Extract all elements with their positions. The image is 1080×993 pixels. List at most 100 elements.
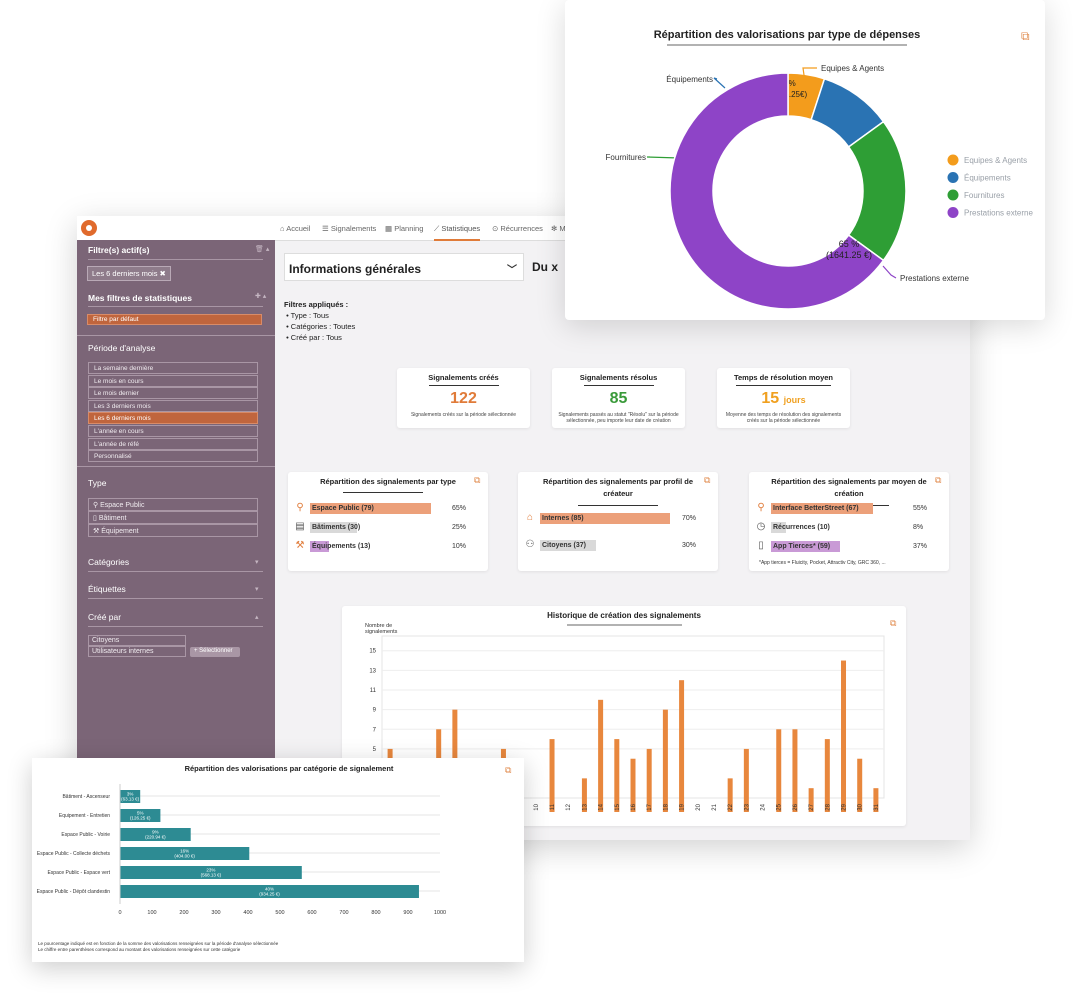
x-tick-label: 28 — [825, 803, 831, 810]
stat-row: ◷ Récurrences (10) 8% — [755, 521, 943, 535]
x-tick-label: 13 — [582, 803, 588, 810]
nav-more[interactable]: ✻ M — [551, 224, 566, 233]
bar-value: (220.94 €) — [145, 835, 166, 840]
created-by-item[interactable]: Citoyens — [88, 635, 186, 646]
x-tick-label: 600 — [307, 910, 316, 916]
period-option[interactable]: Le mois en cours — [88, 374, 258, 387]
kpi-value: 122 — [450, 390, 477, 407]
add-filter-icon[interactable]: ✚ ▴ — [255, 293, 267, 300]
type-item-equipement[interactable]: ⚒ Équipement — [88, 524, 258, 537]
legend-label: Équipements — [964, 174, 1011, 183]
x-tick-label: 15 — [615, 803, 621, 810]
bar-value: (934.25 €) — [259, 892, 280, 897]
app-logo[interactable] — [81, 220, 97, 236]
x-tick-label: 29 — [842, 803, 848, 810]
chart-title: Répartition des valorisations par type d… — [654, 29, 921, 41]
nav-planning[interactable]: ▦ Planning — [385, 224, 423, 233]
period-option[interactable]: La semaine dernière — [88, 362, 258, 374]
building-icon: ▤ — [295, 521, 305, 532]
x-tick-label: 26 — [793, 803, 799, 810]
nav-recurrences[interactable]: ⊙ Récurrences — [492, 224, 543, 233]
date-range-label: Du x — [532, 260, 559, 274]
kpi-title: Signalements résolus — [579, 373, 658, 382]
slice-value: (1641.25 €) — [826, 250, 872, 260]
panel-by-means: Répartition des signalements par moyen d… — [749, 472, 949, 571]
period-option[interactable]: Les 6 derniers mois — [88, 412, 258, 425]
stat-row: ▯ App Tierces* (59) 37% — [755, 540, 943, 554]
x-tick-label: 14 — [599, 803, 605, 810]
history-bar — [776, 729, 782, 812]
active-filter-chip[interactable]: Les 6 derniers mois ✖ — [87, 266, 171, 281]
period-option[interactable]: Le mois dernier — [88, 387, 258, 400]
copy-icon[interactable]: ⧉ — [704, 475, 711, 485]
home-icon: ⌂ — [280, 224, 285, 233]
info-select[interactable]: Informations générales ﹀ — [284, 253, 524, 281]
x-tick-label: 0 — [118, 910, 121, 916]
category-bar — [120, 847, 250, 860]
chevron-up-icon[interactable]: ▴ — [255, 614, 259, 621]
stat-label: App Tierces* (59) — [773, 543, 831, 550]
nav-accueil[interactable]: ⌂ Accueil — [280, 224, 310, 233]
filter-sidebar: Filtre(s) actif(s) 🗑 ▴ Les 6 derniers mo… — [77, 216, 275, 840]
period-option[interactable]: L'année de réfé — [88, 437, 258, 450]
nav-label: M — [559, 224, 566, 233]
divider — [77, 335, 275, 336]
bank-icon: ⌂ — [526, 512, 534, 523]
copy-icon[interactable]: ⧉ — [935, 475, 942, 485]
legend-marker — [947, 154, 959, 166]
category-valuation-card: Répartition des valorisations par catégo… — [32, 758, 524, 962]
period-option[interactable]: L'année en cours — [88, 425, 258, 437]
default-filter-item[interactable]: Filtre par défaut — [87, 314, 262, 325]
created-by-item[interactable]: Utilisateurs internes — [88, 646, 186, 657]
bar-value: (568.13 €) — [201, 873, 222, 878]
nav-label: Planning — [394, 224, 424, 233]
kpi-description: Signalements passés au statut "Résolu" s… — [558, 412, 679, 424]
divider — [77, 466, 275, 467]
stat-percent: 8% — [913, 524, 924, 531]
kpi-value: 15 — [761, 390, 780, 407]
bar-percent: 23% — [206, 868, 215, 873]
chip-label: Les 6 derniers mois — [92, 269, 158, 278]
leader-line — [802, 67, 817, 83]
panel-title: Répartition des signalements par type — [320, 477, 456, 486]
nav-statistiques[interactable]: ⟋ Statistiques — [434, 224, 481, 241]
copy-icon: ⧉ — [890, 618, 897, 628]
stat-percent: 10% — [452, 543, 467, 550]
chevron-down-icon[interactable]: ▾ — [255, 559, 259, 566]
legend-marker — [947, 172, 959, 183]
stat-percent: 70% — [682, 515, 697, 522]
nav-label: Signalements — [330, 224, 377, 233]
nav-signalements[interactable]: ☰ Signalements — [322, 224, 376, 233]
history-bar — [662, 709, 668, 812]
leader-line — [646, 156, 680, 159]
category-label: Espace Public - Dépôt clandestin — [37, 889, 111, 895]
type-item-batiment[interactable]: ▯ Bâtiment — [88, 511, 258, 524]
type-label: Bâtiment — [98, 515, 127, 522]
kpi-description: Signalements créés sur la période sélect… — [410, 412, 517, 418]
kpi-value: 85 — [609, 390, 628, 407]
legend-label: Prestations externe — [964, 209, 1033, 218]
x-tick-label: 24 — [761, 803, 767, 810]
y-tick-label: 11 — [370, 688, 377, 694]
period-option[interactable]: Les 3 derniers mois — [88, 399, 258, 412]
x-tick-label: 300 — [211, 910, 220, 916]
close-icon[interactable]: ✖ — [159, 269, 166, 278]
leader-line — [713, 77, 726, 89]
x-tick-label: 21 — [712, 803, 718, 810]
categories-title[interactable]: Catégories — [88, 557, 130, 567]
legend-marker — [947, 207, 959, 218]
tags-title[interactable]: Étiquettes — [88, 584, 126, 594]
calendar-icon: ▦ — [385, 224, 393, 233]
created-by-title[interactable]: Créé par — [88, 612, 122, 622]
select-button[interactable]: + Sélectionner — [190, 647, 240, 657]
copy-icon[interactable]: ⧉ — [474, 475, 481, 485]
stat-label: Espace Public (79) — [312, 505, 374, 512]
my-filters-title: Mes filtres de statistiques — [88, 293, 192, 303]
x-tick-label: 900 — [403, 910, 412, 916]
period-option[interactable]: Personnalisé — [88, 450, 258, 463]
chevron-down-icon[interactable]: ▾ — [255, 586, 259, 593]
nav-label: Accueil — [286, 224, 311, 233]
type-item-espace-public[interactable]: ⚲ Espace Public — [88, 498, 258, 511]
trash-icon[interactable]: 🗑 ▴ — [255, 246, 270, 253]
category-label: Espace Public - Voirie — [61, 832, 110, 838]
